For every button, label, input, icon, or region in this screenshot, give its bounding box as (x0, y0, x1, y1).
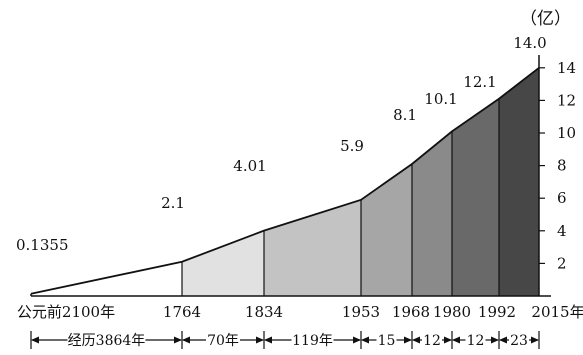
value-label: 8.1 (393, 106, 417, 124)
area-segment (499, 67, 539, 296)
value-label: 0.1355 (16, 236, 69, 254)
value-label: 14.0 (513, 34, 546, 52)
series-line (30, 67, 540, 295)
x-tick-label: 1764 (163, 303, 201, 321)
duration-label: 经历3864年 (68, 333, 146, 349)
duration-label: 119年 (292, 333, 333, 349)
value-label: 5.9 (340, 137, 364, 155)
y-tick-label: 8 (557, 157, 567, 175)
area-segment (452, 98, 499, 297)
x-tick-label: 2015年 (531, 303, 583, 321)
x-tick-label: 1968 (392, 303, 430, 321)
y-tick-label: 6 (557, 189, 567, 207)
x-tick-label: 1980 (433, 303, 471, 321)
y-tick-label: 2 (557, 254, 567, 272)
area-segment (264, 199, 361, 296)
value-label: 4.01 (233, 157, 266, 175)
area-segment (361, 163, 412, 296)
value-label: 10.1 (424, 90, 457, 108)
x-tick-label: 1834 (245, 303, 283, 321)
value-label: 12.1 (463, 73, 496, 91)
y-tick-label: 12 (557, 91, 576, 109)
duration-label: 12 (423, 333, 441, 349)
duration-label: 70年 (207, 333, 239, 349)
duration-spans: 经历3864年 70年 119年 15 12 12 23 (30, 331, 540, 349)
x-tick-label: 1953 (342, 303, 380, 321)
y-tick-label: 10 (557, 124, 576, 142)
area-segment (182, 230, 264, 296)
area-segments (31, 67, 539, 297)
duration-label: 15 (378, 333, 396, 349)
value-labels: 0.1355 2.1 4.01 5.9 8.1 10.1 12.1 14.0 (16, 34, 547, 254)
y-tick-label: 14 (557, 59, 576, 77)
y-tick-label: 4 (557, 222, 567, 240)
y-axis-unit: （亿） (520, 9, 571, 29)
chart-outline (30, 67, 551, 297)
duration-label: 23 (510, 333, 528, 349)
y-axis: 2 4 6 8 10 12 14 (538, 55, 576, 296)
x-axis-labels: 公元前2100年 1764 1834 1953 1968 1980 1992 2015年 (17, 303, 583, 321)
x-tick-label: 1992 (478, 303, 516, 321)
value-label: 2.1 (161, 194, 185, 212)
x-tick-label: 公元前2100年 (17, 303, 115, 321)
duration-label: 12 (467, 333, 485, 349)
area-segment (412, 131, 452, 296)
